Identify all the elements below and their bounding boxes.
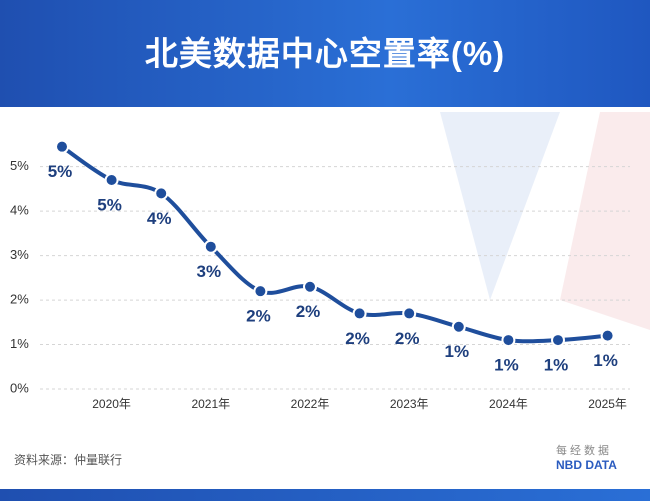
data-label: 1% [544,356,569,375]
data-label: 1% [445,342,470,361]
point [303,279,317,294]
x-tick-label: 2025年 [588,397,627,411]
point [451,319,466,334]
x-tick-label: 2024年 [489,397,528,411]
x-tick-label: 2021年 [191,397,230,411]
chart-title: 北美数据中心空置率(%) [144,35,506,72]
y-tick-label: 0% [10,380,29,395]
x-tick-label: 2023年 [390,397,429,411]
data-label: 2% [395,329,420,348]
data-label: 5% [97,196,122,215]
data-label: 1% [593,351,618,370]
data-label: 2% [345,329,370,348]
data-label: 5% [48,162,73,181]
point [203,239,218,254]
decor [560,112,650,330]
x-tick-label: 2020年 [92,397,131,411]
data-label: 4% [147,209,172,228]
footer-band [0,489,650,501]
point [55,139,69,154]
data-label: 3% [197,262,222,281]
header-band [0,0,650,107]
data-label: 2% [246,307,271,326]
x-tick-label: 2022年 [291,397,330,411]
point [104,173,119,188]
y-tick-label: 5% [10,158,29,173]
logo-text: NBD DATA [556,458,617,472]
point [352,306,367,321]
data-label: 2% [296,302,321,321]
point [600,328,615,343]
decor [440,112,560,300]
logo-text: 每经数据 [556,445,612,457]
point [154,186,169,201]
point [402,306,417,321]
y-tick-label: 1% [10,336,29,351]
y-tick-label: 4% [10,203,29,218]
point [253,284,268,299]
source-note: 资料来源：仲量联行 [14,453,123,467]
data-label: 1% [494,356,519,375]
point [551,333,565,348]
y-tick-label: 3% [10,247,29,262]
point [501,333,516,348]
y-tick-label: 2% [10,292,29,307]
